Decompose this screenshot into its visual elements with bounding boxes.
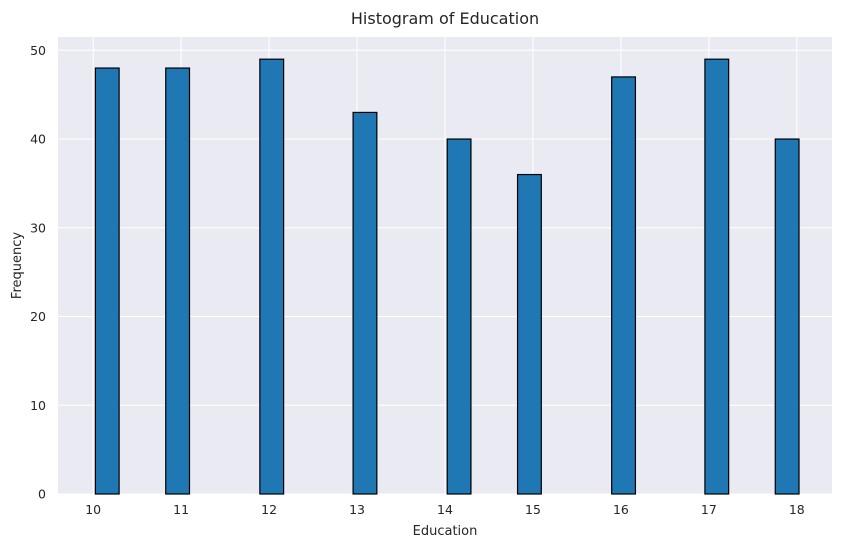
x-axis-label: Education [413,524,478,539]
y-tick-label: 20 [30,309,46,324]
y-tick-label: 10 [30,398,46,413]
x-tick-label: 18 [789,502,805,517]
x-tick-label: 17 [701,502,717,517]
chart-title: Histogram of Education [351,9,539,28]
tick-labels: 10 11 12 13 14 15 16 17 18 0 10 20 30 40 50 [30,43,805,517]
histogram-bar [611,76,637,495]
y-tick-label: 50 [30,43,46,58]
histogram-bar [446,138,472,495]
x-tick-label: 15 [525,502,541,517]
y-tick-label: 0 [38,487,46,502]
x-tick-label: 10 [85,502,101,517]
histogram-bar [774,138,800,495]
y-tick-label: 30 [30,220,46,235]
histogram-bar [165,67,191,495]
histogram-bar [516,173,542,495]
x-tick-label: 11 [173,502,189,517]
x-tick-label: 12 [261,502,277,517]
y-axis-label: Frequency [10,232,25,299]
histogram-bar [94,67,120,495]
histogram-bar [259,58,285,495]
x-tick-label: 14 [437,502,453,517]
bars [94,58,800,495]
x-tick-label: 16 [613,502,629,517]
histogram-bar [704,58,730,495]
y-tick-label: 40 [30,132,46,147]
x-tick-label: 13 [349,502,365,517]
histogram-bar [352,111,378,495]
